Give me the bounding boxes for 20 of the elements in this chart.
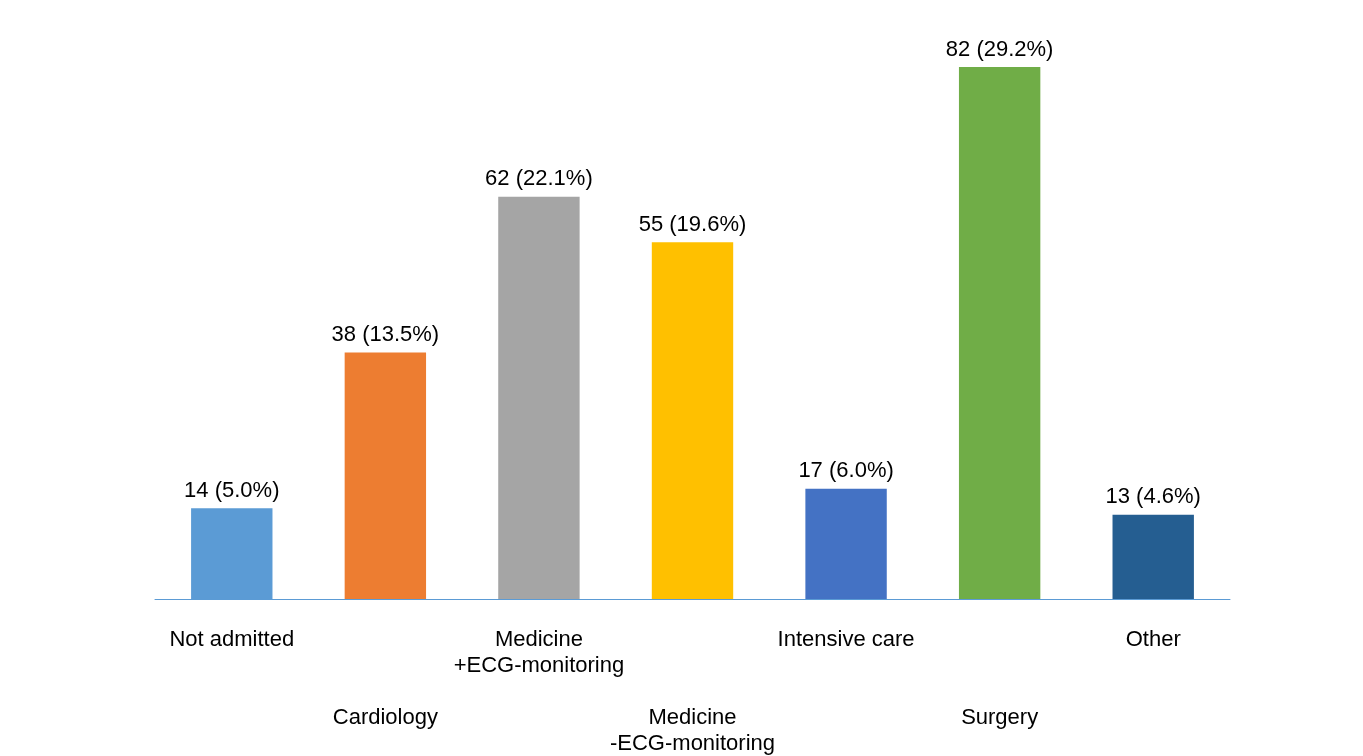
data-label: 55 (19.6%) — [638, 210, 747, 236]
x-tick-label: Cardiology — [332, 703, 438, 729]
x-tick-label: Medicine +ECG-monitoring — [453, 625, 625, 677]
data-label: 14 (5.0%) — [184, 476, 280, 502]
x-tick-label: Not admitted — [169, 625, 295, 651]
bar — [651, 242, 734, 599]
bar — [1112, 514, 1194, 599]
data-label: 82 (29.2%) — [945, 35, 1054, 61]
bar — [958, 67, 1041, 599]
data-label: 13 (4.6%) — [1105, 483, 1201, 509]
x-tick-label: Medicine -ECG-monitoring — [609, 703, 776, 755]
x-tick-label: Surgery — [961, 703, 1039, 729]
bar — [805, 488, 887, 599]
data-label: 62 (22.1%) — [485, 165, 593, 191]
x-tick-label: Other — [1125, 625, 1181, 651]
data-label: 17 (6.0%) — [798, 457, 894, 483]
bar — [498, 196, 580, 599]
data-label: 38 (13.5%) — [331, 320, 440, 346]
x-tick-label: Intensive care — [777, 625, 915, 651]
bar — [344, 352, 427, 599]
